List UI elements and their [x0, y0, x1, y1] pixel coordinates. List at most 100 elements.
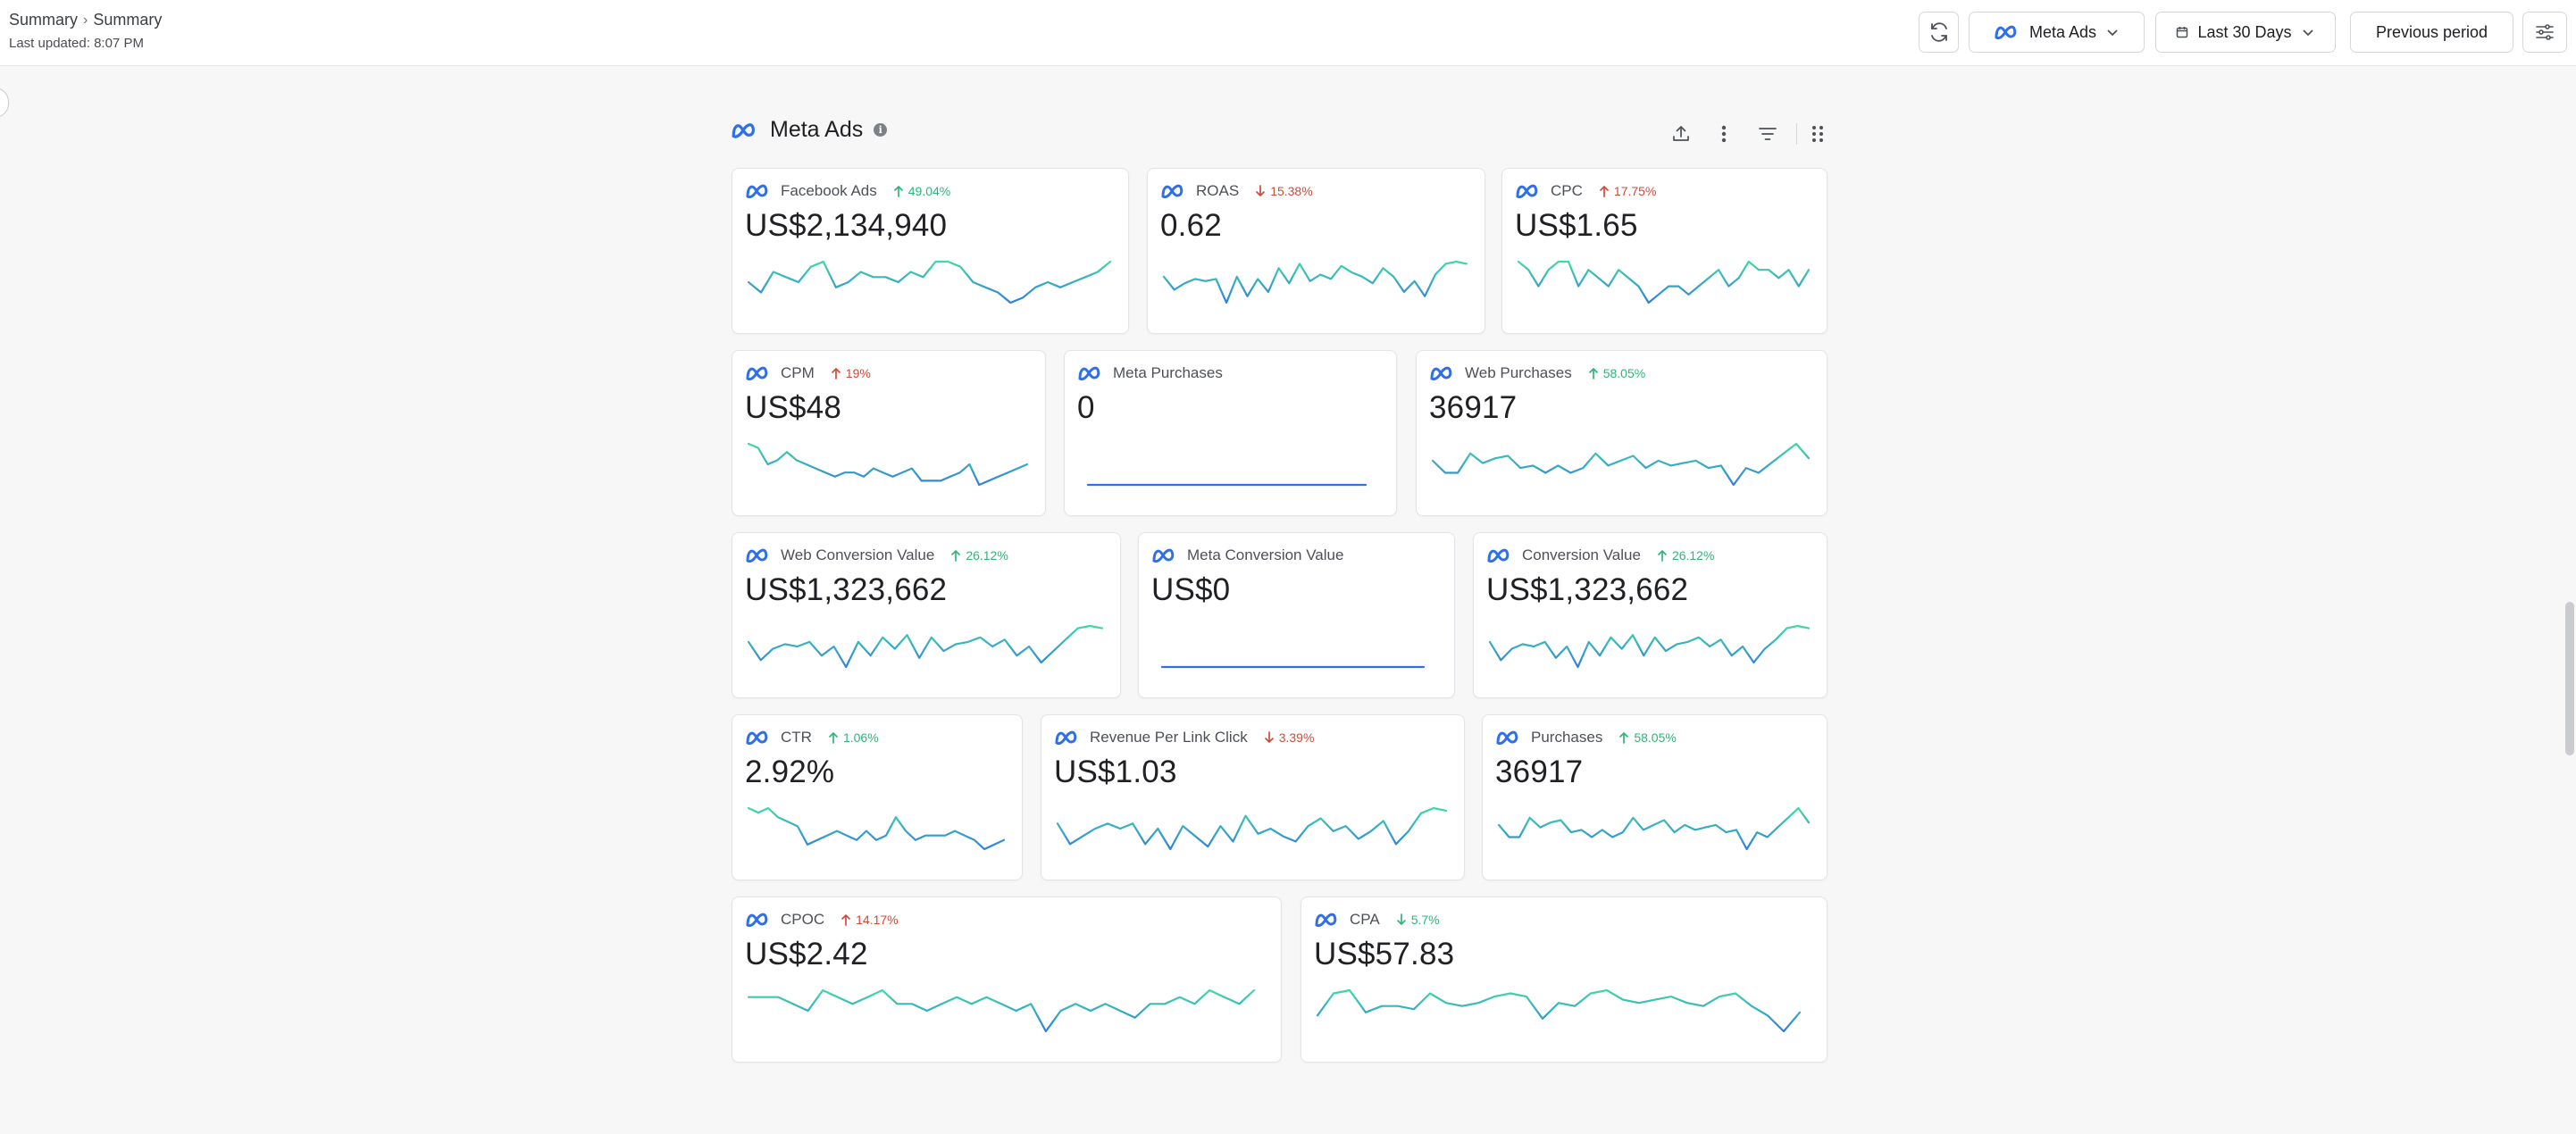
metric-card-header: CPOC 14.17% — [745, 910, 899, 930]
filter-button[interactable] — [1753, 120, 1782, 148]
metric-card-cpoc[interactable]: CPOC 14.17% US$2.42 — [732, 896, 1282, 1063]
drag-handle[interactable] — [1803, 120, 1832, 148]
metric-title: Facebook Ads — [781, 182, 877, 199]
settings-button[interactable] — [2522, 12, 2567, 53]
meta-logo-icon — [746, 730, 768, 746]
meta-logo-icon — [746, 548, 768, 563]
chevron-down-icon — [2302, 29, 2313, 37]
arrow-down-icon — [1396, 913, 1406, 925]
arrow-up-icon — [831, 368, 841, 379]
metric-card-header: CTR 1.06% — [745, 728, 879, 747]
sparkline-chart — [1316, 988, 1802, 1033]
info-icon[interactable]: i — [874, 123, 888, 137]
metric-value: 36917 — [1429, 390, 1518, 425]
meta-logo-icon — [1430, 366, 1452, 381]
metric-card-revenue-per-link-click[interactable]: Revenue Per Link Click 3.39% US$1.03 — [1041, 714, 1465, 880]
last-updated-text: Last updated: 8:07 PM — [9, 36, 144, 51]
breadcrumb-item-root[interactable]: Summary — [9, 11, 79, 29]
metric-card-meta-conversion-value[interactable]: Meta Conversion Value US$0 — [1138, 532, 1455, 698]
metric-delta-value: 49.04% — [907, 184, 951, 198]
sparkline-chart — [747, 624, 1104, 669]
metric-card-cpc[interactable]: CPC 17.75% US$1.65 — [1501, 168, 1827, 334]
metric-title: Conversion Value — [1522, 546, 1641, 563]
metric-card-conversion-value[interactable]: Conversion Value 26.12% US$1,323,662 — [1473, 532, 1827, 698]
sparkline-series — [1162, 260, 1468, 304]
source-dropdown[interactable]: Meta Ads — [1969, 12, 2145, 53]
meta-logo-icon — [1487, 548, 1510, 563]
meta-logo-icon — [1516, 184, 1538, 199]
metric-value: US$1,323,662 — [1486, 572, 1689, 607]
divider — [1796, 123, 1797, 145]
arrow-up-icon — [1600, 186, 1609, 197]
scrollbar-thumb[interactable] — [2565, 602, 2574, 755]
metric-card-header: Purchases 58.05% — [1495, 728, 1677, 747]
compare-period-button[interactable]: Previous period — [2350, 12, 2513, 53]
refresh-button[interactable] — [1919, 12, 1959, 53]
metric-card-roas[interactable]: ROAS 15.38% 0.62 — [1147, 168, 1485, 334]
metric-delta: 19% — [831, 366, 871, 380]
sparkline-series — [1517, 260, 1811, 304]
sparkline-chart — [747, 442, 1029, 487]
chevron-right-icon: › — [83, 12, 88, 28]
sparkline-chart — [1086, 483, 1367, 487]
metric-delta-value: 19% — [845, 366, 871, 380]
metric-card-facebook-ads[interactable]: Facebook Ads 49.04% US$2,134,940 — [732, 168, 1129, 334]
metric-delta: 17.75% — [1599, 184, 1656, 198]
sparkline-chart — [1056, 806, 1448, 851]
metric-delta: 15.38% — [1255, 184, 1313, 198]
meta-logo-icon — [746, 913, 768, 928]
metric-card-meta-purchases[interactable]: Meta Purchases 0 — [1064, 350, 1397, 516]
date-range-label: Last 30 Days — [2197, 22, 2292, 41]
metric-card-cpm[interactable]: CPM 19% US$48 — [732, 350, 1046, 516]
metric-value: US$48 — [745, 390, 842, 425]
sparkline-series — [747, 442, 1029, 487]
metric-card-purchases[interactable]: Purchases 58.05% 36917 — [1482, 714, 1827, 880]
metric-card-header: CPA 5.7% — [1314, 910, 1440, 930]
metric-delta: 58.05% — [1618, 730, 1677, 745]
metric-title: Web Purchases — [1465, 364, 1572, 381]
metric-card-web-purchases[interactable]: Web Purchases 58.05% 36917 — [1416, 350, 1827, 516]
metric-delta: 1.06% — [828, 730, 879, 745]
meta-logo-icon — [1315, 913, 1337, 928]
sidebar-toggle[interactable] — [0, 88, 9, 118]
sparkline-series — [747, 988, 1256, 1033]
sparkline-chart — [1162, 260, 1468, 304]
sparkline-series — [747, 806, 1006, 851]
metric-value: US$1.03 — [1054, 755, 1177, 789]
upload-icon — [1673, 126, 1689, 141]
export-button[interactable] — [1667, 120, 1695, 148]
metric-delta: 26.12% — [950, 548, 1008, 563]
more-options-button[interactable] — [1710, 120, 1738, 148]
metric-title: Meta Conversion Value — [1187, 546, 1344, 563]
metric-delta-value: 17.75% — [1613, 184, 1657, 198]
breadcrumb-item-current: Summary — [93, 11, 163, 29]
metric-delta-value: 3.39% — [1278, 730, 1315, 745]
arrow-down-icon — [1264, 731, 1274, 743]
sparkline-chart — [1160, 665, 1426, 669]
sparkline-chart — [1497, 806, 1811, 851]
arrow-up-icon — [1658, 550, 1667, 562]
metric-card-header: CPM 19% — [745, 363, 871, 383]
meta-logo-icon — [1496, 730, 1518, 746]
metric-title: CTR — [781, 729, 812, 746]
metric-card-header: Meta Purchases — [1077, 363, 1223, 383]
sparkline-chart — [1517, 260, 1811, 304]
metric-title: Purchases — [1531, 729, 1603, 746]
section-header: Meta Ads i — [731, 117, 888, 143]
compare-period-label: Previous period — [2375, 22, 2488, 41]
metric-card-web-conversion-value[interactable]: Web Conversion Value 26.12% US$1,323,662 — [732, 532, 1121, 698]
metric-delta-value: 14.17% — [856, 913, 899, 927]
meta-logo-icon — [1055, 730, 1077, 746]
sparkline-chart — [747, 260, 1112, 304]
metric-card-ctr[interactable]: CTR 1.06% 2.92% — [732, 714, 1023, 880]
metric-card-cpa[interactable]: CPA 5.7% US$57.83 — [1301, 896, 1827, 1063]
metric-card-header: Conversion Value 26.12% — [1486, 546, 1714, 565]
meta-logo-icon — [1078, 366, 1100, 381]
metric-card-header: Revenue Per Link Click 3.39% — [1054, 728, 1314, 747]
refresh-icon — [1930, 22, 1947, 42]
arrow-up-icon — [829, 732, 838, 744]
sparkline-series — [1431, 442, 1811, 487]
date-range-dropdown[interactable]: Last 30 Days — [2155, 12, 2336, 53]
sparkline-chart — [1431, 442, 1811, 487]
sparkline-series — [1497, 806, 1811, 851]
